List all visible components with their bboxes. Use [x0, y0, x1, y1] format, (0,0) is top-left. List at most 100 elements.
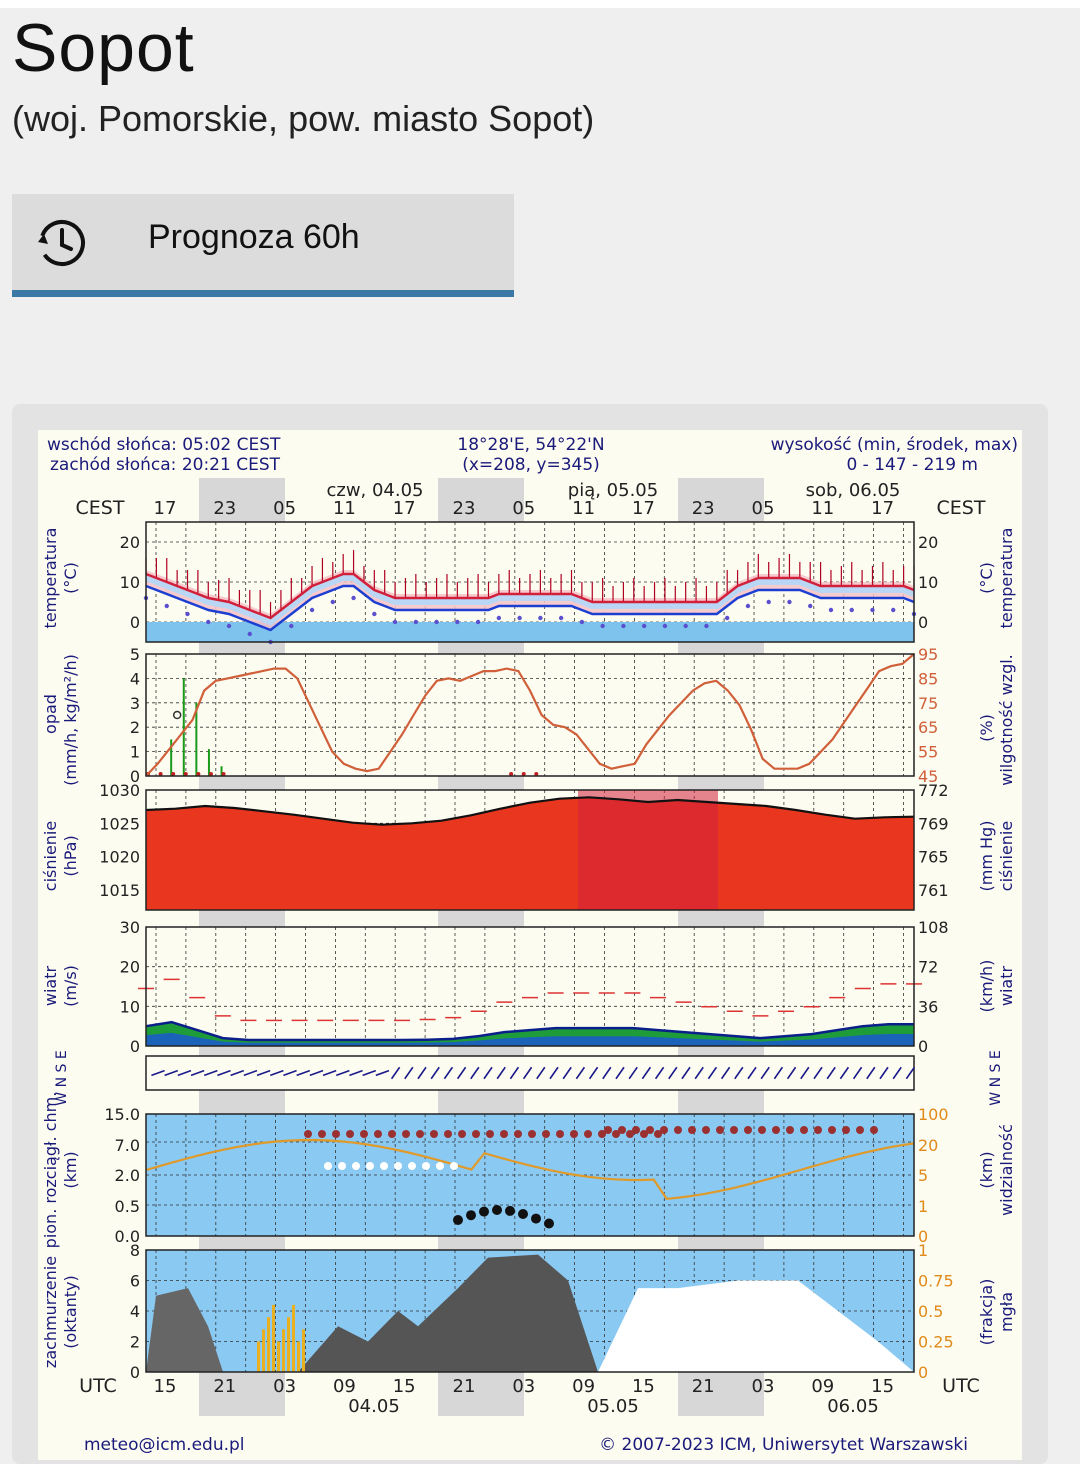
ground-temp-dot [745, 603, 751, 609]
wind-direction-arrow [362, 1069, 377, 1077]
ground-temp-dot [226, 623, 232, 629]
cloud-low-area [146, 1288, 223, 1372]
cloud-top-dot [618, 1126, 626, 1134]
pressure-panel [145, 790, 915, 910]
hour-label-bottom: 15 [393, 1376, 416, 1397]
cloud-top-dot [604, 1126, 612, 1134]
cloud-base-dot [324, 1162, 332, 1170]
cloud-top-dot [430, 1130, 438, 1138]
temp-tick-left: 10 [120, 573, 140, 592]
wind-direction-arrow [668, 1066, 678, 1080]
sunrise-text: wschód słońca: 05:02 CEST [47, 435, 281, 455]
fog-tick-right: 0.75 [918, 1272, 954, 1291]
cloud-top-dot [632, 1126, 640, 1134]
wind-direction-arrow [509, 1066, 520, 1080]
cloud-left-unit: (oktanty) [61, 1275, 80, 1349]
wind-direction-arrow [852, 1066, 863, 1080]
hour-label-bottom: 03 [512, 1376, 535, 1397]
precip-tick-left: 3 [130, 694, 140, 713]
precip-panel [146, 654, 914, 776]
ground-temp-dot [600, 623, 605, 629]
wind-direction-arrow [496, 1066, 506, 1080]
wind-direction-arrow [681, 1066, 691, 1080]
fog-tick-right: 0 [918, 1363, 928, 1382]
tz-top-right: CEST [937, 497, 986, 519]
cloud-top-dot [730, 1126, 738, 1134]
fog-bar [262, 1329, 265, 1372]
hour-label-bottom: 21 [213, 1376, 236, 1397]
compass-left: W N S E [54, 1050, 70, 1105]
cloud-top-dot [332, 1130, 340, 1138]
cloud-base-dot [394, 1162, 402, 1170]
wind-direction-arrow [456, 1066, 467, 1080]
wind-direction-arrow [230, 1069, 245, 1077]
cloud-base-dot [518, 1209, 528, 1220]
fog-bar [282, 1329, 285, 1372]
tz-bottom-right: UTC [942, 1375, 980, 1397]
cloud-base-dot [408, 1162, 416, 1170]
day-label-bottom-2: 05.05 [587, 1396, 639, 1417]
tab-prognoza-60h[interactable]: Prognoza 60h [12, 194, 514, 297]
precip-dot [534, 772, 539, 776]
cloud-top-dot [800, 1126, 808, 1134]
altitude-label: wysokość (min, środek, max) [771, 435, 1018, 455]
hour-label-bottom: 21 [692, 1376, 715, 1397]
tz-bottom-left: UTC [79, 1375, 117, 1397]
cloud-top-dot [542, 1130, 550, 1138]
wind-direction-arrow [549, 1066, 559, 1080]
wind-direction-arrow [335, 1069, 350, 1077]
ground-temp-dot [247, 631, 252, 637]
hour-label-top: 17 [632, 498, 655, 519]
humidity-line [145, 653, 915, 777]
temp-tick-left: 0 [130, 613, 140, 632]
cloud-base-dot [505, 1205, 515, 1216]
vis-tick-right: 20 [918, 1136, 938, 1155]
hour-label-top: 17 [871, 498, 894, 519]
hour-label-top: 11 [333, 498, 356, 519]
pressure-left-label: ciśnienie [41, 821, 60, 891]
hour-label-top: 11 [572, 498, 595, 519]
fog-tick-right: 0.25 [918, 1333, 954, 1352]
cloud-mid-area [298, 1254, 598, 1372]
wind-direction-arrow [747, 1066, 757, 1080]
precip-tick-left: 2 [130, 718, 140, 737]
temp-tick-right: 20 [918, 533, 938, 552]
ground-temp-dot [662, 623, 668, 629]
wind-direction-arrow [470, 1066, 480, 1080]
dewpoint-line [145, 584, 915, 632]
pressure-tick-left: 1015 [99, 881, 140, 900]
cloud-top-dot [786, 1126, 794, 1134]
cloud-base-dot [352, 1162, 360, 1170]
compass-right: W N S E [988, 1050, 1004, 1105]
wind-direction-arrow [190, 1069, 205, 1077]
wind-direction-arrow [522, 1066, 533, 1080]
vis-tick-left: 15.0 [104, 1105, 140, 1124]
cloud-base-dot [544, 1218, 554, 1229]
ground-temp-dot [330, 599, 336, 605]
ground-temp-dot [413, 619, 419, 625]
visibility-line [145, 1138, 915, 1200]
wind-direction-arrow [760, 1066, 770, 1080]
footer-email[interactable]: meteo@icm.edu.pl [84, 1435, 245, 1455]
precip-left-label: opad [41, 694, 60, 734]
clock-history-icon [38, 220, 85, 266]
cloud-base-dot [466, 1210, 476, 1221]
ground-temp-dot [870, 607, 875, 613]
temp-left-label: temperatura [41, 528, 60, 629]
wind-right-label: wiatr [997, 965, 1016, 1006]
cloud-top-dot [702, 1126, 710, 1134]
cloud-top-dot [458, 1130, 466, 1138]
ground-temp-dot [724, 615, 730, 621]
fog-bar [272, 1304, 275, 1372]
wind-direction-arrow [654, 1066, 665, 1080]
wind-direction-arrow [905, 1066, 916, 1080]
precip-dot [183, 772, 188, 776]
wind-direction-arrow [615, 1066, 625, 1080]
precip-marker [172, 710, 182, 720]
pressure-line [145, 796, 915, 826]
wind-direction-arrow [203, 1069, 218, 1077]
cloud-top-dot [402, 1130, 410, 1138]
wind-direction-arrow [483, 1066, 493, 1080]
precip-dot [208, 772, 213, 776]
fog-bar [277, 1341, 280, 1372]
